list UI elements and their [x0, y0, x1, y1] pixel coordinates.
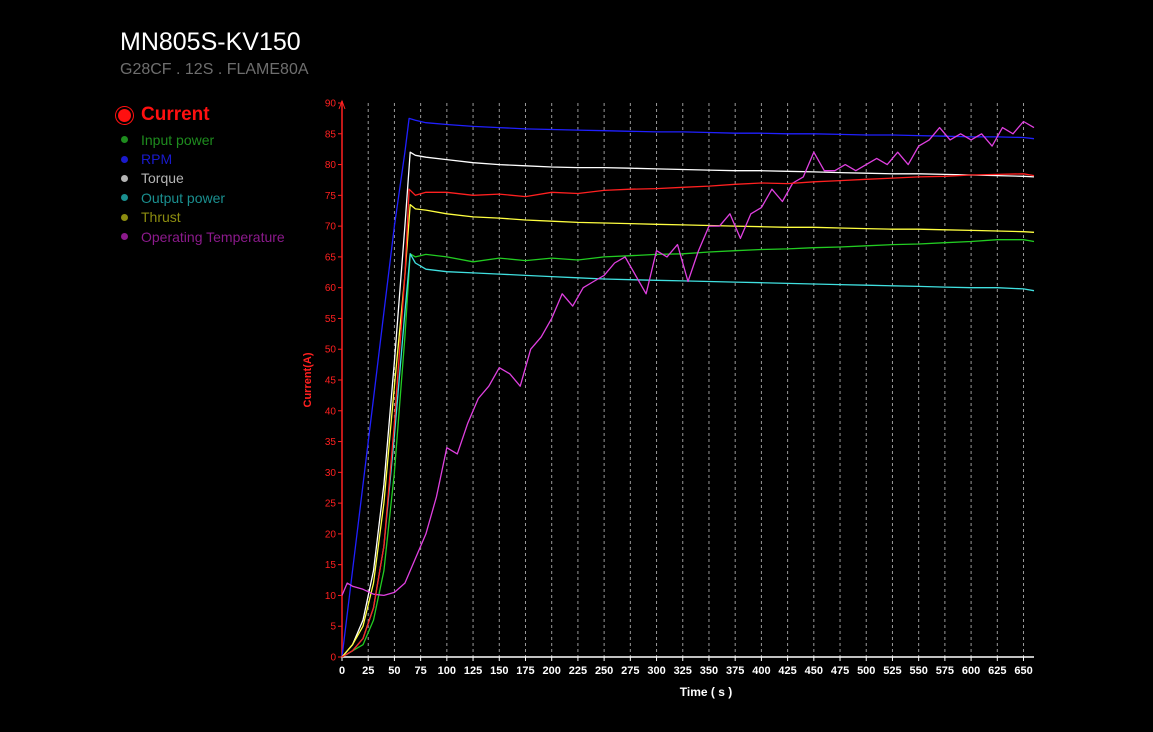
series-line-torque: [341, 151, 1035, 658]
series-line-output-power: [341, 253, 1035, 658]
legend-label: Thrust: [141, 209, 181, 226]
legend-label: RPM: [141, 151, 173, 168]
x-tick-label: 150: [490, 665, 508, 677]
x-tick-label: 375: [726, 665, 744, 677]
legend-label: Torque: [141, 170, 184, 187]
x-tick-label: 625: [988, 665, 1006, 677]
y-tick-label: 0: [330, 653, 336, 664]
legend-item-thrust[interactable]: Thrust: [115, 208, 285, 227]
y-tick-label: 60: [325, 283, 337, 294]
x-tick-label: 425: [778, 665, 796, 677]
y-tick-label: 45: [325, 376, 337, 387]
y-tick-label: 40: [325, 406, 337, 417]
x-tick-label: 275: [621, 665, 639, 677]
x-tick-label: 475: [831, 665, 849, 677]
legend-item-operating-temperature[interactable]: Operating Temperature: [115, 227, 285, 246]
legend-dot-icon: [121, 174, 128, 182]
x-tick-label: 300: [647, 665, 665, 677]
legend-item-torque[interactable]: Torque: [115, 169, 285, 188]
legend-label: Operating Temperature: [141, 228, 285, 245]
y-tick-label: 15: [325, 560, 337, 571]
x-tick-label: 500: [857, 665, 875, 677]
legend-dot-icon: [121, 233, 128, 241]
x-tick-label: 175: [516, 665, 534, 677]
y-tick-label: 55: [325, 314, 337, 325]
y-tick-label: 80: [325, 160, 337, 171]
legend-item-input-power[interactable]: Input power: [115, 130, 285, 149]
legend-item-rpm[interactable]: RPM: [115, 149, 285, 168]
legend: Current Input power RPM Torque Output power…: [115, 100, 285, 246]
x-tick-label: 600: [962, 665, 980, 677]
y-tick-label: 30: [325, 468, 337, 479]
x-tick-label: 550: [909, 665, 927, 677]
y-tick-label: 25: [325, 499, 337, 510]
x-axis-label: Time ( s ): [680, 685, 732, 699]
legend-selected-marker-icon: [118, 108, 131, 122]
series-line-rpm: [341, 117, 1035, 658]
x-tick-label: 575: [936, 665, 954, 677]
legend-dot-icon: [121, 194, 128, 202]
y-tick-label: 50: [325, 345, 337, 356]
legend-item-current[interactable]: Current: [115, 100, 285, 130]
x-tick-label: 400: [752, 665, 770, 677]
y-tick-label: 20: [325, 529, 337, 540]
legend-dot-icon: [121, 136, 128, 144]
x-tick-label: 200: [543, 665, 561, 677]
series-line-input-power: [341, 239, 1035, 658]
y-tick-label: 65: [325, 252, 337, 263]
chart-title: MN805S-KV150: [120, 28, 301, 56]
x-tick-label: 525: [883, 665, 901, 677]
y-tick-label: 75: [325, 191, 337, 202]
y-tick-label: 85: [325, 129, 337, 140]
legend-item-output-power[interactable]: Output power: [115, 188, 285, 207]
x-tick-label: 250: [595, 665, 613, 677]
series-line-operating-temperature: [341, 120, 1035, 597]
chart-subtitle: G28CF . 12S . FLAME80A: [120, 61, 309, 78]
y-tick-label: 5: [330, 622, 336, 633]
x-tick-label: 75: [415, 665, 427, 677]
y-axis-label: Current(A): [302, 352, 314, 407]
x-tick-label: 125: [464, 665, 482, 677]
legend-label: Output power: [141, 189, 226, 206]
y-tick-label: 10: [325, 591, 337, 602]
legend-list: Input power RPM Torque Output power Thrust Op…: [115, 130, 285, 246]
x-tick-label: 350: [700, 665, 718, 677]
y-tick-label: 70: [325, 222, 337, 233]
series-line-current: [341, 173, 1035, 658]
series-line-thrust: [341, 203, 1035, 658]
x-tick-label: 225: [569, 665, 587, 677]
legend-dot-icon: [121, 155, 128, 163]
y-tick-label: 35: [325, 437, 337, 448]
x-tick-label: 450: [805, 665, 823, 677]
x-tick-label: 25: [362, 665, 374, 677]
x-tick-label: 650: [1014, 665, 1032, 677]
legend-label-current: Current: [141, 104, 210, 125]
x-tick-label: 0: [339, 665, 345, 677]
legend-label: Input power: [141, 131, 215, 148]
legend-dot-icon: [121, 213, 128, 221]
x-tick-label: 50: [388, 665, 400, 677]
x-tick-label: 100: [438, 665, 456, 677]
x-tick-label: 325: [674, 665, 692, 677]
y-tick-label: 90: [325, 99, 337, 110]
y-axis-arrow-icon: [338, 99, 346, 110]
